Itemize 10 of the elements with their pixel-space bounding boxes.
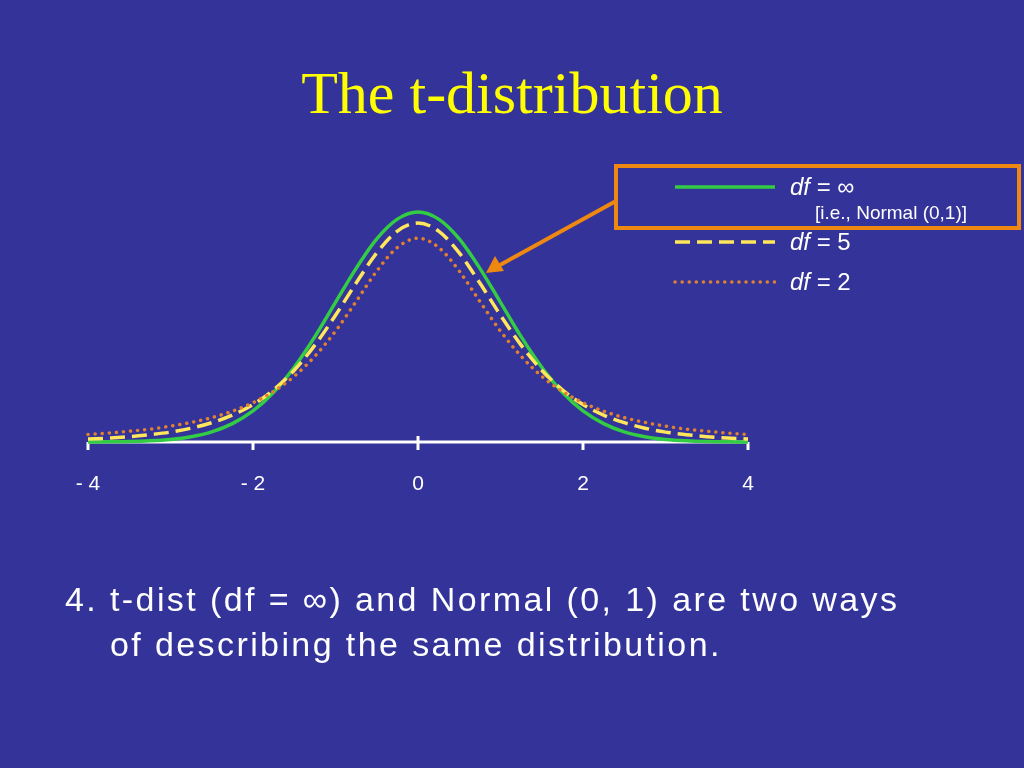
text: 4. t-dist (df = ∞) and Normal (0, 1) are two ways of describing the same distribution. bbox=[65, 580, 900, 663]
x-tick-label: 2 bbox=[577, 471, 589, 494]
x-tick-label: - 4 bbox=[75, 471, 101, 494]
legend-label: df = 2 bbox=[790, 268, 851, 295]
x-tick-label: 0 bbox=[412, 471, 424, 494]
legend-label: df = 5 bbox=[790, 228, 851, 255]
x-tick-label: - 2 bbox=[240, 471, 266, 494]
legend-label: df = ∞ [i.e., Normal (0,1)] bbox=[790, 173, 968, 223]
x-tick-label: 4 bbox=[742, 471, 755, 494]
chart-title: The t-distribution bbox=[301, 60, 723, 126]
